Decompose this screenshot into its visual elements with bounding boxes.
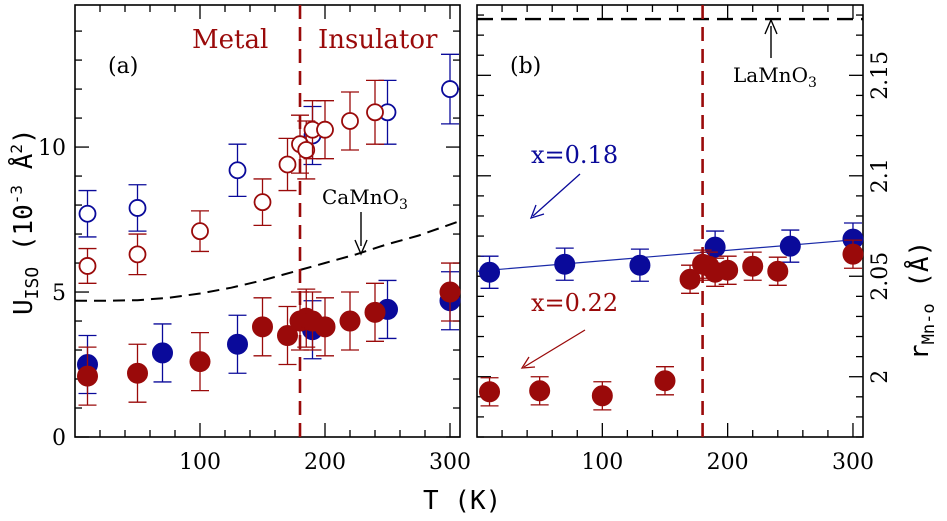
y-tick-label: 10 — [38, 136, 66, 161]
annotation-x022: x=0.22 — [531, 289, 618, 317]
ylabel-a-sup: -3 — [7, 185, 26, 204]
panel-b-frame — [476, 4, 864, 438]
data-point-open — [341, 112, 359, 130]
panel-a-ylabel: UISO (10-3 Å2) — [7, 128, 43, 315]
x-axis-label: T (K) — [423, 486, 501, 516]
data-point — [227, 333, 248, 355]
x-tick-label: 100 — [179, 450, 221, 475]
series-red-filled — [77, 262, 461, 406]
data-point — [529, 380, 551, 402]
data-point-open — [191, 222, 209, 241]
lamno3-annotation: LaMnO3 — [733, 63, 817, 91]
ylabel-a-rest: (10 — [9, 204, 39, 267]
panel-a: 100 200 300 0 5 10 (a) Metal Insulator CaMnO3… — [7, 4, 471, 475]
y-tick-label: 2.1 — [868, 158, 893, 193]
data-point — [842, 243, 864, 265]
ylabel-a-unit: Å — [7, 153, 39, 185]
data-point-open — [441, 80, 459, 98]
data-point-open — [78, 204, 97, 223]
data-point — [779, 235, 801, 257]
annotation-x018: x=0.18 — [531, 141, 618, 169]
camno3-reference-curve — [75, 220, 461, 302]
panel-b-ylabel: rMn-o (Å) — [903, 241, 939, 360]
x-tick-label: 100 — [581, 450, 623, 475]
ylabel-a-main: U — [9, 299, 39, 315]
data-point — [314, 316, 336, 338]
camno3-annotation: CaMnO3 — [322, 185, 408, 213]
data-point-open — [253, 193, 272, 212]
ylabel-b-main: r — [905, 344, 935, 360]
data-point-open — [78, 257, 97, 275]
panel-a-frame — [74, 4, 461, 438]
lamno3-sub: 3 — [808, 75, 817, 91]
data-point — [364, 301, 386, 323]
data-point — [339, 310, 361, 332]
x018-arrow — [529, 173, 581, 220]
y-tick-label: 2 — [868, 370, 893, 384]
data-point — [127, 362, 148, 384]
data-point — [479, 261, 501, 283]
data-point — [679, 268, 701, 290]
ylabel-b-rest: (Å) — [903, 241, 935, 304]
lamno3-arrow — [764, 18, 778, 58]
data-point — [554, 253, 576, 275]
camno3-main: CaMnO — [322, 185, 399, 209]
y-tick-label: 2.05 — [868, 252, 893, 301]
data-point-open — [128, 199, 147, 217]
data-point — [767, 260, 789, 282]
data-point — [479, 381, 501, 403]
data-point — [152, 342, 173, 364]
data-point-open — [128, 245, 147, 264]
data-point — [277, 325, 298, 347]
data-point-open — [316, 120, 334, 139]
series-x-0-22 — [479, 239, 864, 411]
data-point — [717, 259, 739, 281]
data-point — [629, 254, 651, 276]
data-point — [439, 281, 461, 303]
panel-a-label: (a) — [108, 54, 138, 79]
data-point-open — [297, 141, 316, 159]
data-point — [252, 316, 273, 338]
region-metal-label: Metal — [192, 25, 268, 55]
data-point — [189, 351, 211, 373]
y-tick-label: 0 — [52, 426, 66, 451]
x-tick-label: 200 — [304, 450, 346, 475]
camno3-sub: 3 — [399, 197, 408, 213]
data-point — [704, 236, 726, 258]
x-tick-label: 300 — [429, 450, 471, 475]
x-tick-label: 200 — [707, 450, 749, 475]
camno3-arrow — [354, 212, 368, 256]
data-point-open — [228, 161, 247, 180]
region-insulator-label: Insulator — [318, 25, 438, 55]
ylabel-a-unit-sup: 2 — [7, 144, 26, 154]
lamno3-main: LaMnO — [733, 63, 808, 87]
panel-b-label: (b) — [510, 54, 541, 79]
data-point — [77, 365, 98, 387]
series-x-0-18 — [479, 222, 864, 289]
data-point-open — [278, 155, 297, 174]
ylabel-a-close: ) — [9, 128, 39, 144]
series-red-open — [78, 79, 384, 284]
data-point — [742, 255, 764, 277]
x022-arrow — [520, 329, 586, 369]
data-point — [654, 370, 676, 392]
data-point — [591, 385, 613, 407]
x018-fit-line — [476, 238, 864, 272]
ylabel-a-sub: ISO — [22, 267, 43, 300]
data-point-open — [366, 103, 384, 122]
y-tick-label: 2.15 — [868, 51, 893, 100]
ylabel-b-sub: Mn-o — [919, 303, 939, 344]
y-tick-label: 5 — [52, 281, 66, 306]
x-tick-label: 300 — [832, 450, 874, 475]
